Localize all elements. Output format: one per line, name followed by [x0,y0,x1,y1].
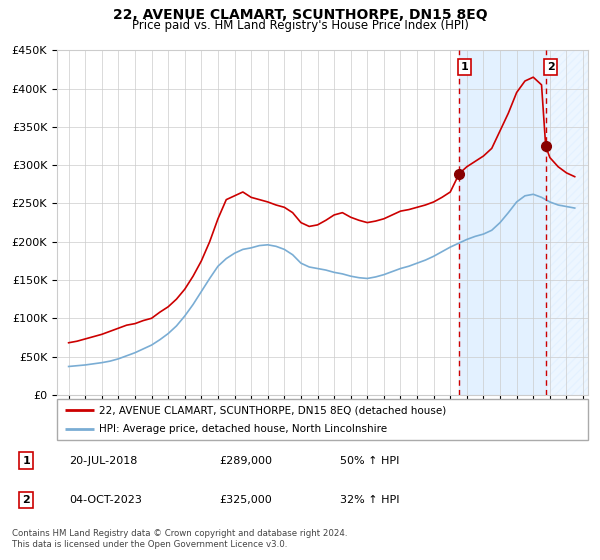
Text: 20-JUL-2018: 20-JUL-2018 [70,456,138,465]
Text: 22, AVENUE CLAMART, SCUNTHORPE, DN15 8EQ: 22, AVENUE CLAMART, SCUNTHORPE, DN15 8EQ [113,8,487,22]
Text: £325,000: £325,000 [220,495,272,505]
Bar [545,50,588,395]
Text: 2: 2 [23,495,30,505]
Text: 1: 1 [460,62,468,72]
Text: 1: 1 [23,456,30,465]
Text: 2: 2 [547,62,554,72]
Text: Contains HM Land Registry data © Crown copyright and database right 2024.
This d: Contains HM Land Registry data © Crown c… [12,529,347,549]
Text: HPI: Average price, detached house, North Lincolnshire: HPI: Average price, detached house, Nort… [100,424,388,433]
Text: 32% ↑ HPI: 32% ↑ HPI [340,495,400,505]
Text: £289,000: £289,000 [220,456,272,465]
Text: Price paid vs. HM Land Registry's House Price Index (HPI): Price paid vs. HM Land Registry's House … [131,19,469,32]
Bar [459,50,545,395]
Text: 50% ↑ HPI: 50% ↑ HPI [340,456,400,465]
Text: 22, AVENUE CLAMART, SCUNTHORPE, DN15 8EQ (detached house): 22, AVENUE CLAMART, SCUNTHORPE, DN15 8EQ… [100,405,447,415]
FancyBboxPatch shape [57,399,588,440]
Text: 04-OCT-2023: 04-OCT-2023 [70,495,142,505]
